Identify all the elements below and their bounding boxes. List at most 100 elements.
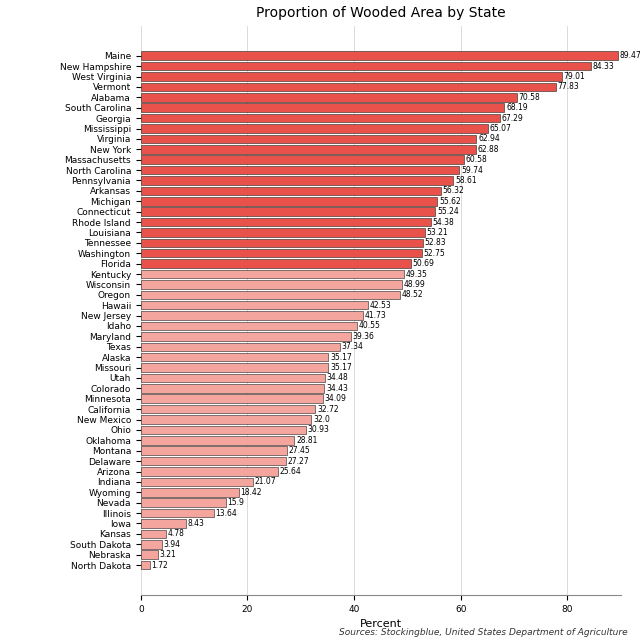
Text: 3.94: 3.94 bbox=[163, 540, 180, 548]
Text: 30.93: 30.93 bbox=[307, 426, 329, 435]
Bar bbox=[141, 291, 399, 299]
Text: 48.52: 48.52 bbox=[401, 291, 423, 300]
Bar bbox=[141, 519, 186, 528]
Text: 58.61: 58.61 bbox=[455, 176, 477, 185]
Text: 89.47: 89.47 bbox=[620, 51, 640, 60]
Bar bbox=[141, 166, 460, 174]
Title: Proportion of Wooded Area by State: Proportion of Wooded Area by State bbox=[256, 6, 506, 20]
Bar bbox=[141, 415, 312, 424]
Text: 32.0: 32.0 bbox=[313, 415, 330, 424]
Text: 35.17: 35.17 bbox=[330, 353, 352, 362]
Text: 53.21: 53.21 bbox=[426, 228, 448, 237]
Bar bbox=[141, 270, 404, 278]
Bar bbox=[141, 332, 351, 340]
Bar bbox=[141, 239, 422, 247]
Text: 62.88: 62.88 bbox=[477, 145, 499, 154]
Bar bbox=[141, 228, 424, 237]
Bar bbox=[141, 364, 328, 372]
Text: 34.48: 34.48 bbox=[326, 374, 348, 383]
Bar bbox=[141, 187, 441, 195]
Text: 55.24: 55.24 bbox=[437, 207, 459, 216]
Text: 32.72: 32.72 bbox=[317, 404, 339, 413]
Text: 21.07: 21.07 bbox=[255, 477, 276, 486]
X-axis label: Percent: Percent bbox=[360, 620, 402, 630]
Bar bbox=[141, 72, 562, 81]
Text: 28.81: 28.81 bbox=[296, 436, 317, 445]
Bar bbox=[141, 499, 226, 507]
Bar bbox=[141, 550, 158, 559]
Text: 39.36: 39.36 bbox=[352, 332, 374, 341]
Text: 67.29: 67.29 bbox=[501, 114, 523, 123]
Text: Sources: Stockingblue, United States Department of Agriculture: Sources: Stockingblue, United States Dep… bbox=[339, 628, 627, 637]
Bar bbox=[141, 530, 166, 538]
Text: 8.43: 8.43 bbox=[188, 519, 204, 528]
Text: 55.62: 55.62 bbox=[439, 196, 461, 206]
Text: 62.94: 62.94 bbox=[478, 134, 500, 143]
Bar bbox=[141, 540, 162, 548]
Text: 34.09: 34.09 bbox=[324, 394, 346, 403]
Bar bbox=[141, 218, 431, 227]
Bar bbox=[141, 207, 435, 216]
Text: 34.43: 34.43 bbox=[326, 384, 348, 393]
Bar bbox=[141, 405, 316, 413]
Text: 37.34: 37.34 bbox=[342, 342, 364, 351]
Text: 1.72: 1.72 bbox=[152, 561, 168, 570]
Bar bbox=[141, 436, 294, 445]
Text: 18.42: 18.42 bbox=[241, 488, 262, 497]
Text: 77.83: 77.83 bbox=[557, 83, 579, 92]
Bar bbox=[141, 249, 422, 257]
Text: 27.45: 27.45 bbox=[289, 446, 310, 455]
Bar bbox=[141, 145, 476, 154]
Text: 50.69: 50.69 bbox=[413, 259, 435, 268]
Text: 13.64: 13.64 bbox=[215, 509, 237, 518]
Text: 48.99: 48.99 bbox=[404, 280, 426, 289]
Text: 59.74: 59.74 bbox=[461, 166, 483, 175]
Text: 40.55: 40.55 bbox=[358, 321, 381, 330]
Text: 56.32: 56.32 bbox=[443, 186, 465, 195]
Bar bbox=[141, 197, 438, 205]
Bar bbox=[141, 561, 150, 570]
Text: 52.83: 52.83 bbox=[424, 238, 446, 247]
Text: 65.07: 65.07 bbox=[490, 124, 511, 133]
Text: 4.78: 4.78 bbox=[168, 529, 185, 538]
Text: 79.01: 79.01 bbox=[564, 72, 586, 81]
Bar bbox=[141, 280, 402, 289]
Bar bbox=[141, 51, 618, 60]
Text: 70.58: 70.58 bbox=[519, 93, 541, 102]
Text: 68.19: 68.19 bbox=[506, 103, 528, 112]
Bar bbox=[141, 259, 411, 268]
Bar bbox=[141, 353, 328, 362]
Bar bbox=[141, 134, 476, 143]
Bar bbox=[141, 93, 517, 102]
Text: 42.53: 42.53 bbox=[369, 301, 391, 310]
Bar bbox=[141, 311, 364, 320]
Bar bbox=[141, 394, 323, 403]
Text: 35.17: 35.17 bbox=[330, 363, 352, 372]
Text: 27.27: 27.27 bbox=[288, 456, 310, 466]
Bar bbox=[141, 426, 306, 434]
Bar bbox=[141, 447, 287, 455]
Bar bbox=[141, 488, 239, 497]
Bar bbox=[141, 322, 357, 330]
Text: 52.75: 52.75 bbox=[424, 249, 445, 258]
Bar bbox=[141, 342, 340, 351]
Text: 25.64: 25.64 bbox=[279, 467, 301, 476]
Text: 84.33: 84.33 bbox=[592, 61, 614, 70]
Text: 3.21: 3.21 bbox=[159, 550, 176, 559]
Bar bbox=[141, 156, 464, 164]
Bar bbox=[141, 83, 556, 91]
Bar bbox=[141, 176, 453, 185]
Bar bbox=[141, 457, 286, 465]
Bar bbox=[141, 477, 253, 486]
Bar bbox=[141, 384, 324, 392]
Text: 60.58: 60.58 bbox=[465, 155, 487, 164]
Text: 54.38: 54.38 bbox=[433, 218, 454, 227]
Text: 15.9: 15.9 bbox=[227, 498, 244, 507]
Bar bbox=[141, 509, 214, 517]
Text: 49.35: 49.35 bbox=[406, 269, 428, 278]
Bar bbox=[141, 104, 504, 112]
Bar bbox=[141, 467, 278, 476]
Bar bbox=[141, 62, 591, 70]
Bar bbox=[141, 124, 488, 132]
Bar bbox=[141, 301, 367, 310]
